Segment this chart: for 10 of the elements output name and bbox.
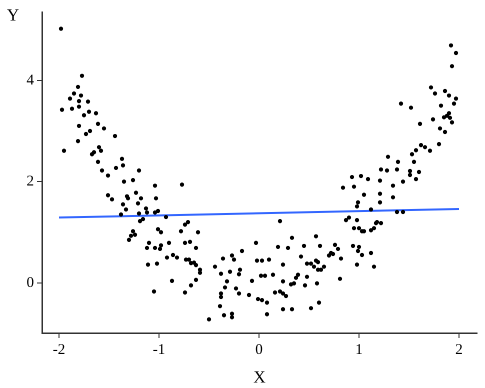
x-tick-label: -1 (152, 342, 166, 358)
x-tick-label: -2 (52, 342, 66, 358)
y-tick-label: 0 (26, 274, 34, 291)
x-tick-label: 2 (455, 342, 463, 358)
x-tick-label: 0 (255, 342, 263, 358)
x-axis-title: X (253, 367, 266, 386)
y-tick-label: 4 (26, 72, 34, 88)
y-tick-label: 2 (26, 174, 34, 190)
y-axis-title: Y (6, 5, 20, 24)
x-tick-label: 1 (355, 342, 363, 358)
